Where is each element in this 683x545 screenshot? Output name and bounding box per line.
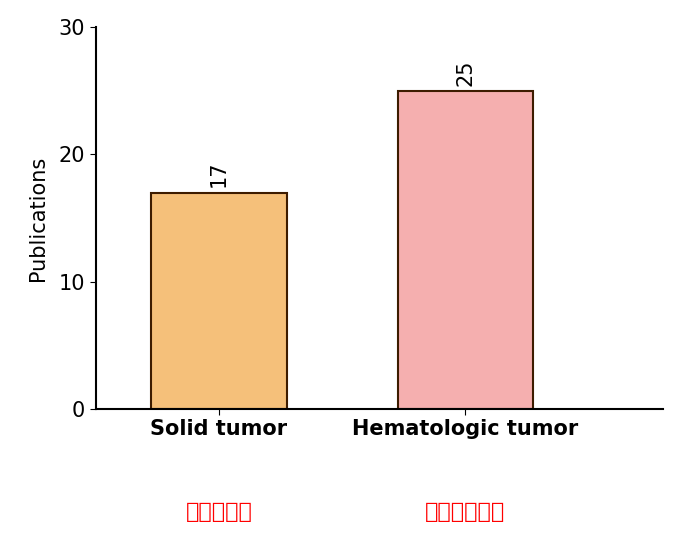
Bar bbox=[151, 192, 287, 409]
Text: 17: 17 bbox=[209, 161, 229, 187]
Y-axis label: Publications: Publications bbox=[27, 155, 48, 281]
Bar bbox=[398, 91, 533, 409]
Text: 25: 25 bbox=[456, 59, 475, 86]
Text: （血液肿瘂）: （血液肿瘂） bbox=[426, 502, 505, 522]
Text: （实体瘂）: （实体瘂） bbox=[185, 502, 252, 522]
